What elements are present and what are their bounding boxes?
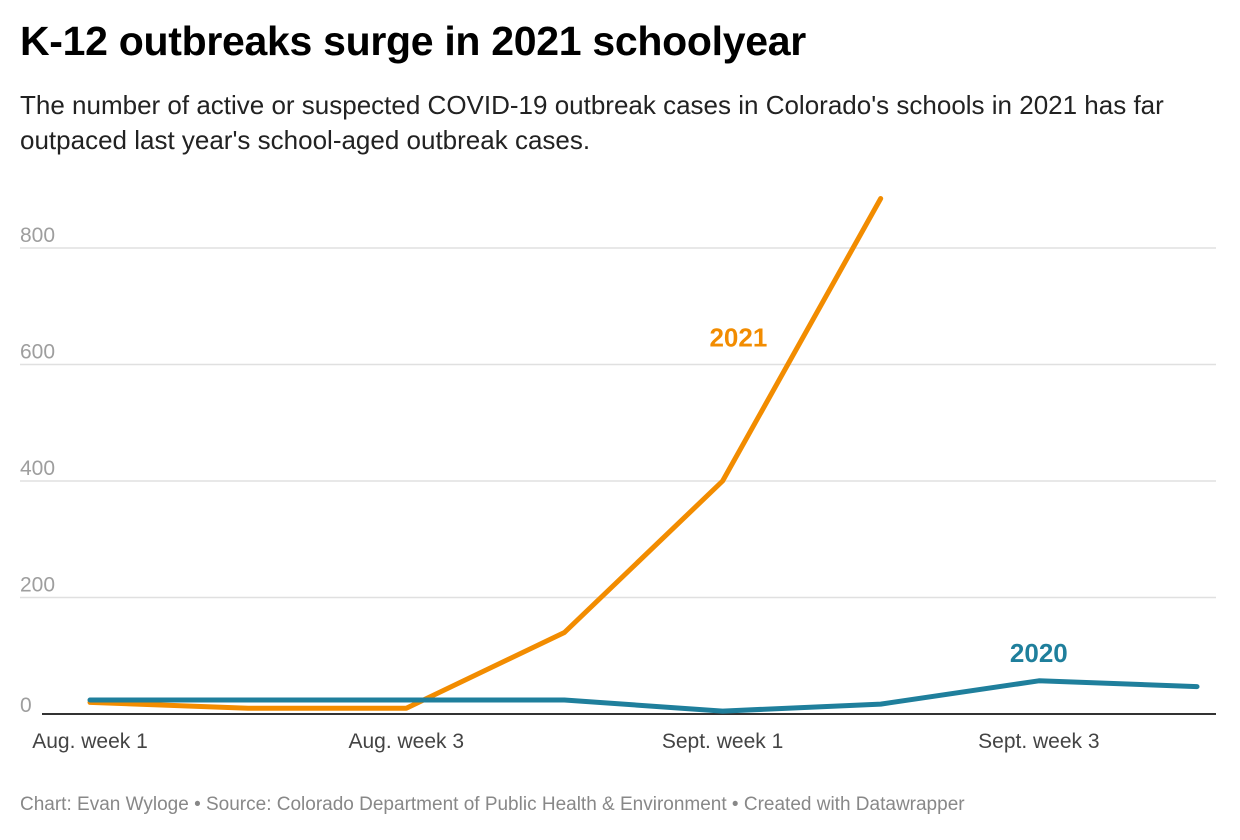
series-label-2020: 2020 [1010, 638, 1068, 668]
chart-title: K-12 outbreaks surge in 2021 schoolyear [20, 18, 806, 64]
chart-subtitle: The number of active or suspected COVID-… [20, 90, 1164, 155]
x-tick-label: Sept. week 1 [662, 730, 783, 753]
series-line-2020 [87, 678, 1200, 714]
y-axis: 0 200 400 600 800 [20, 224, 55, 717]
chart-credit: Chart: Evan Wyloge • Source: Colorado De… [20, 794, 965, 815]
y-tick-label: 600 [20, 341, 55, 364]
y-tick-label: 0 [20, 694, 32, 717]
x-tick-label: Sept. week 3 [978, 730, 1099, 753]
y-tick-label: 400 [20, 457, 55, 480]
gridlines [20, 247, 1216, 715]
x-tick-label: Aug. week 1 [32, 730, 148, 753]
series-lines [87, 196, 1200, 714]
x-tick-label: Aug. week 3 [348, 730, 464, 753]
x-axis: Aug. week 1 Aug. week 3 Sept. week 1 Sept. … [32, 730, 1099, 753]
y-tick-label: 200 [20, 574, 55, 597]
series-label-2021: 2021 [709, 323, 767, 353]
series-labels: 2021 2020 [709, 323, 1067, 668]
y-tick-label: 800 [20, 224, 55, 247]
series-line-2021 [87, 196, 884, 711]
